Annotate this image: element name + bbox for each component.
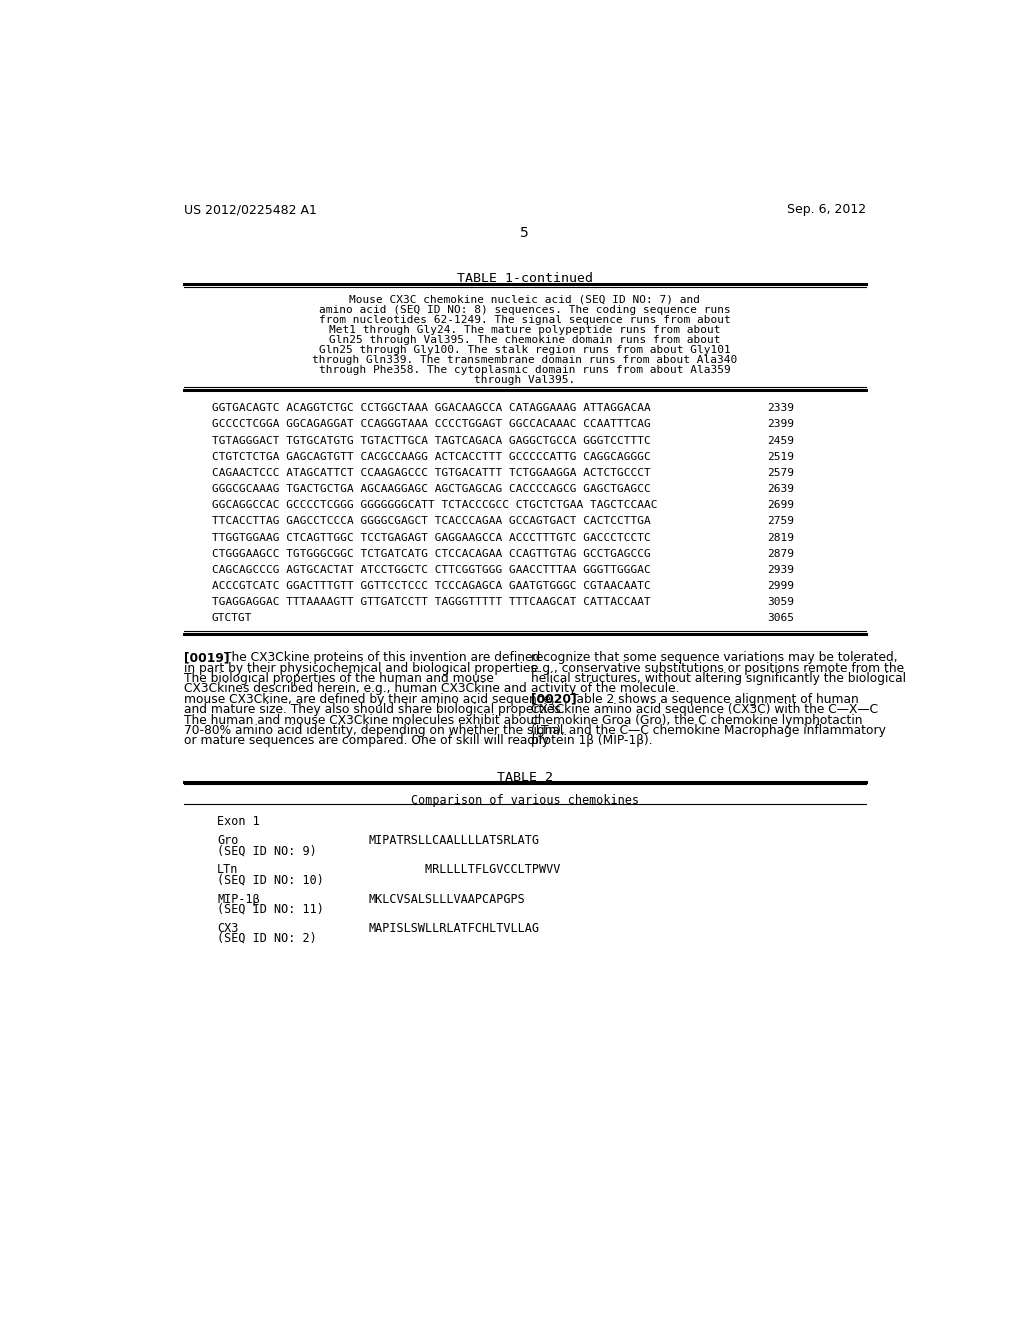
Text: Gln25 through Val395. The chemokine domain runs from about: Gln25 through Val395. The chemokine doma… xyxy=(329,335,721,345)
Text: from nucleotides 62-1249. The signal sequence runs from about: from nucleotides 62-1249. The signal seq… xyxy=(318,314,731,325)
Text: through Gln339. The transmembrane domain runs from about Ala340: through Gln339. The transmembrane domain… xyxy=(312,355,737,364)
Text: chemokine Groa (Gro), the C chemokine lymphotactin: chemokine Groa (Gro), the C chemokine ly… xyxy=(531,714,862,726)
Text: 2699: 2699 xyxy=(768,500,795,511)
Text: Mouse CX3C chemokine nucleic acid (SEQ ID NO: 7) and: Mouse CX3C chemokine nucleic acid (SEQ I… xyxy=(349,294,700,305)
Text: through Val395.: through Val395. xyxy=(474,375,575,384)
Text: MIPATRSLLCAALLLLATSRLATG: MIPATRSLLCAALLLLATSRLATG xyxy=(369,834,540,847)
Text: GGGCGCAAAG TGACTGCTGA AGCAAGGAGC AGCTGAGCAG CACCCCAGCG GAGCTGAGCC: GGGCGCAAAG TGACTGCTGA AGCAAGGAGC AGCTGAG… xyxy=(212,484,650,494)
Text: MRLLLLTFLGVCCLTPWVV: MRLLLLTFLGVCCLTPWVV xyxy=(369,863,560,876)
Text: 3065: 3065 xyxy=(768,614,795,623)
Text: US 2012/0225482 A1: US 2012/0225482 A1 xyxy=(183,203,316,216)
Text: 2399: 2399 xyxy=(768,420,795,429)
Text: GGCAGGCCAC GCCCCTCGGG GGGGGGGCATT TCTACCCGCC CTGCTCTGAA TAGCTCCAAC: GGCAGGCCAC GCCCCTCGGG GGGGGGGCATT TCTACC… xyxy=(212,500,657,511)
Text: CTGGGAAGCC TGTGGGCGGC TCTGATCATG CTCCACAGAA CCAGTTGTAG GCCTGAGCCG: CTGGGAAGCC TGTGGGCGGC TCTGATCATG CTCCACA… xyxy=(212,549,650,558)
Text: (SEQ ID NO: 9): (SEQ ID NO: 9) xyxy=(217,843,316,857)
Text: (SEQ ID NO: 11): (SEQ ID NO: 11) xyxy=(217,903,324,916)
Text: CTGTCTCTGA GAGCAGTGTT CACGCCAAGG ACTCACCTTT GCCCCCATTG CAGGCAGGGC: CTGTCTCTGA GAGCAGTGTT CACGCCAAGG ACTCACC… xyxy=(212,451,650,462)
Text: MKLCVSALSLLLVAAPCAPGPS: MKLCVSALSLLLVAAPCAPGPS xyxy=(369,892,525,906)
Text: Gro: Gro xyxy=(217,834,239,847)
Text: MIP-1β: MIP-1β xyxy=(217,892,260,906)
Text: through Phe358. The cytoplasmic domain runs from about Ala359: through Phe358. The cytoplasmic domain r… xyxy=(318,364,731,375)
Text: 5: 5 xyxy=(520,226,529,240)
Text: amino acid (SEQ ID NO: 8) sequences. The coding sequence runs: amino acid (SEQ ID NO: 8) sequences. The… xyxy=(318,305,731,314)
Text: (SEQ ID NO: 10): (SEQ ID NO: 10) xyxy=(217,874,324,886)
Text: 3059: 3059 xyxy=(768,598,795,607)
Text: 2999: 2999 xyxy=(768,581,795,591)
Text: TGTAGGGACT TGTGCATGTG TGTACTTGCA TAGTCAGACA GAGGCTGCCA GGGTCCTTTC: TGTAGGGACT TGTGCATGTG TGTACTTGCA TAGTCAG… xyxy=(212,436,650,446)
Text: TGAGGAGGAC TTTAAAAGTT GTTGATCCTT TAGGGTTTTT TTTCAAGCAT CATTACCAAT: TGAGGAGGAC TTTAAAAGTT GTTGATCCTT TAGGGTT… xyxy=(212,598,650,607)
Text: TTCACCTTAG GAGCCTCCCA GGGGCGAGCT TCACCCAGAA GCCAGTGACT CACTCCTTGA: TTCACCTTAG GAGCCTCCCA GGGGCGAGCT TCACCCA… xyxy=(212,516,650,527)
Text: TABLE 1-continued: TABLE 1-continued xyxy=(457,272,593,285)
Text: Exon 1: Exon 1 xyxy=(217,814,260,828)
Text: CX3Ckine amino acid sequence (CX3C) with the C—X—C: CX3Ckine amino acid sequence (CX3C) with… xyxy=(531,704,879,717)
Text: 2759: 2759 xyxy=(768,516,795,527)
Text: or mature sequences are compared. One of skill will readily: or mature sequences are compared. One of… xyxy=(183,734,549,747)
Text: The biological properties of the human and mouse: The biological properties of the human a… xyxy=(183,672,494,685)
Text: Met1 through Gly24. The mature polypeptide runs from about: Met1 through Gly24. The mature polypepti… xyxy=(329,325,721,335)
Text: 2819: 2819 xyxy=(768,533,795,543)
Text: CX3Ckines described herein, e.g., human CX3Ckine and: CX3Ckines described herein, e.g., human … xyxy=(183,682,526,696)
Text: 2579: 2579 xyxy=(768,469,795,478)
Text: e.g., conservative substitutions or positions remote from the: e.g., conservative substitutions or posi… xyxy=(531,661,904,675)
Text: and mature size. They also should share biological properties.: and mature size. They also should share … xyxy=(183,704,564,717)
Text: protein 1β (MIP-1β).: protein 1β (MIP-1β). xyxy=(531,734,652,747)
Text: CAGAACTCCC ATAGCATTCT CCAAGAGCCC TGTGACATTT TCTGGAAGGA ACTCTGCCCT: CAGAACTCCC ATAGCATTCT CCAAGAGCCC TGTGACA… xyxy=(212,469,650,478)
Text: CAGCAGCCCG AGTGCACTAT ATCCTGGCTC CTTCGGTGGG GAACCTTTAA GGGTTGGGAC: CAGCAGCCCG AGTGCACTAT ATCCTGGCTC CTTCGGT… xyxy=(212,565,650,576)
Text: GTCTGT: GTCTGT xyxy=(212,614,252,623)
Text: [0020]: [0020] xyxy=(531,693,577,706)
Text: 2339: 2339 xyxy=(768,404,795,413)
Text: helical structures, without altering significantly the biological: helical structures, without altering sig… xyxy=(531,672,906,685)
Text: 2519: 2519 xyxy=(768,451,795,462)
Text: MAPISLSWLLRLATFCHLTVLLAG: MAPISLSWLLRLATFCHLTVLLAG xyxy=(369,921,540,935)
Text: 2879: 2879 xyxy=(768,549,795,558)
Text: GGTGACAGTC ACAGGTCTGC CCTGGCTAAA GGACAAGCCA CATAGGAAAG ATTAGGACAA: GGTGACAGTC ACAGGTCTGC CCTGGCTAAA GGACAAG… xyxy=(212,404,650,413)
Text: (SEQ ID NO: 2): (SEQ ID NO: 2) xyxy=(217,932,316,945)
Text: TTGGTGGAAG CTCAGTTGGC TCCTGAGAGT GAGGAAGCCA ACCCTTTGTC GACCCTCCTC: TTGGTGGAAG CTCAGTTGGC TCCTGAGAGT GAGGAAG… xyxy=(212,533,650,543)
Text: The CX3Ckine proteins of this invention are defined: The CX3Ckine proteins of this invention … xyxy=(224,651,541,664)
Text: Table 2 shows a sequence alignment of human: Table 2 shows a sequence alignment of hu… xyxy=(571,693,859,706)
Text: [0019]: [0019] xyxy=(183,651,229,664)
Text: 2639: 2639 xyxy=(768,484,795,494)
Text: Sep. 6, 2012: Sep. 6, 2012 xyxy=(786,203,866,216)
Text: (LTn), and the C—C chemokine Macrophage inflammatory: (LTn), and the C—C chemokine Macrophage … xyxy=(531,723,886,737)
Text: recognize that some sequence variations may be tolerated,: recognize that some sequence variations … xyxy=(531,651,898,664)
Text: GCCCCTCGGA GGCAGAGGAT CCAGGGTAAA CCCCTGGAGT GGCCACAAAC CCAATTTCAG: GCCCCTCGGA GGCAGAGGAT CCAGGGTAAA CCCCTGG… xyxy=(212,420,650,429)
Text: 70-80% amino acid identity, depending on whether the signal: 70-80% amino acid identity, depending on… xyxy=(183,723,563,737)
Text: The human and mouse CX3Ckine molecules exhibit about: The human and mouse CX3Ckine molecules e… xyxy=(183,714,539,726)
Text: CX3: CX3 xyxy=(217,921,239,935)
Text: 2459: 2459 xyxy=(768,436,795,446)
Text: in part by their physicochemical and biological properties.: in part by their physicochemical and bio… xyxy=(183,661,541,675)
Text: Comparison of various chemokines: Comparison of various chemokines xyxy=(411,795,639,807)
Text: TABLE 2: TABLE 2 xyxy=(497,771,553,784)
Text: mouse CX3Ckine, are defined by their amino acid sequence,: mouse CX3Ckine, are defined by their ami… xyxy=(183,693,555,706)
Text: 2939: 2939 xyxy=(768,565,795,576)
Text: LTn: LTn xyxy=(217,863,239,876)
Text: ACCCGTCATC GGACTTTGTT GGTTCCTCCC TCCCAGAGCA GAATGTGGGC CGTAACAATC: ACCCGTCATC GGACTTTGTT GGTTCCTCCC TCCCAGA… xyxy=(212,581,650,591)
Text: activity of the molecule.: activity of the molecule. xyxy=(531,682,680,696)
Text: Gln25 through Gly100. The stalk region runs from about Gly101: Gln25 through Gly100. The stalk region r… xyxy=(318,345,731,355)
